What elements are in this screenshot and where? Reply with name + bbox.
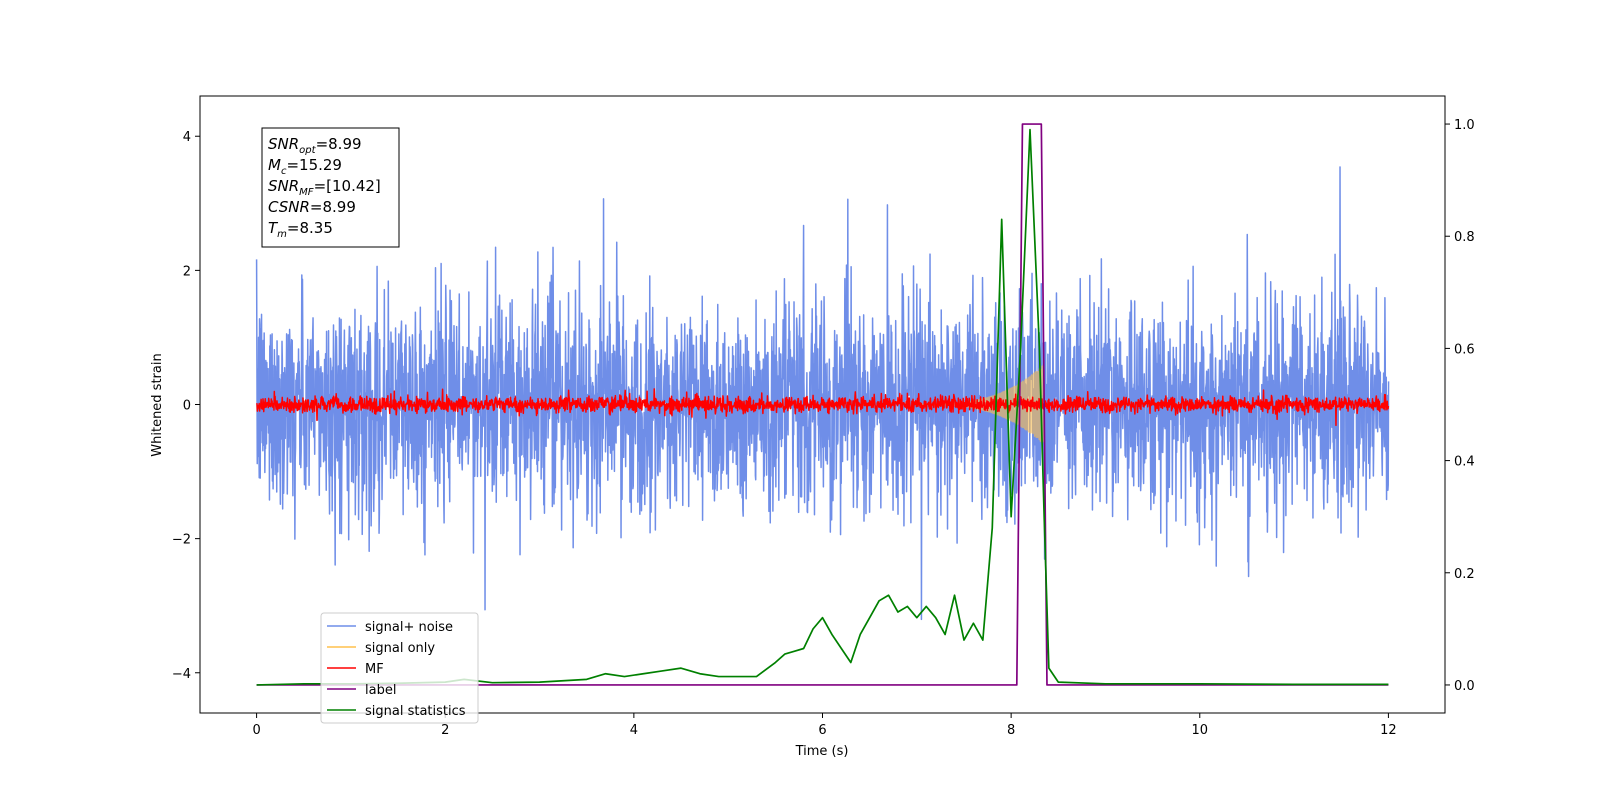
series-layer (255, 123, 1390, 686)
legend-label: MF (365, 662, 384, 677)
stats-line: Mc=15.29 (268, 156, 342, 177)
y2-tick-label: 0.2 (1454, 567, 1475, 582)
x-tick-label: 4 (630, 723, 638, 738)
series-line-3 (256, 123, 1389, 686)
legend-label: signal+ noise (365, 620, 453, 635)
legend-label: signal statistics (365, 704, 466, 719)
legend-label: signal only (365, 641, 435, 656)
stats-annotation-box: SNRopt=8.99Mc=15.29SNRMF=[10.42]CSNR=8.9… (261, 127, 400, 248)
x-axis-ticks: 0 2 4 6 8 10 12 (252, 713, 1397, 738)
stats-line: SNRMF=[10.42] (268, 177, 381, 198)
y-tick-label: 0 (183, 399, 191, 414)
series-line-0 (255, 166, 1390, 621)
x-tick-label: 2 (441, 723, 449, 738)
x-tick-label: 8 (1007, 723, 1015, 738)
legend: signal+ noise signal only MF label signal st… (320, 612, 479, 724)
x-axis-label: Time (s) (795, 744, 849, 759)
y-axis-ticks: −4 −2 0 2 4 (172, 130, 200, 682)
x-tick-label: 0 (252, 723, 260, 738)
y2-tick-label: 0.6 (1454, 342, 1475, 357)
legend-label: label (365, 683, 396, 698)
x-tick-label: 10 (1191, 723, 1208, 738)
stats-line: Tm=8.35 (268, 219, 333, 240)
series-line-2 (255, 388, 1390, 427)
series-line-4 (256, 128, 1389, 686)
y-tick-label: −4 (172, 667, 191, 682)
y-tick-label: −2 (172, 533, 191, 548)
stats-line: CSNR=8.99 (268, 198, 356, 216)
y2-tick-label: 0.0 (1454, 679, 1475, 694)
x-tick-label: 6 (818, 723, 826, 738)
stats-line: SNRopt=8.99 (268, 135, 362, 156)
y-tick-label: 2 (183, 264, 191, 279)
y2-tick-label: 0.4 (1454, 455, 1475, 470)
y-tick-label: 4 (183, 130, 191, 145)
x-tick-label: 12 (1380, 723, 1397, 738)
legend-frame (320, 612, 479, 724)
y2-axis-ticks: 0.0 0.2 0.4 0.6 0.8 1.0 (1445, 118, 1475, 694)
y2-tick-label: 1.0 (1454, 118, 1475, 133)
y2-tick-label: 0.8 (1454, 230, 1475, 245)
stats-box-frame (261, 127, 400, 248)
y-axis-label: Whitened strain (150, 353, 165, 456)
